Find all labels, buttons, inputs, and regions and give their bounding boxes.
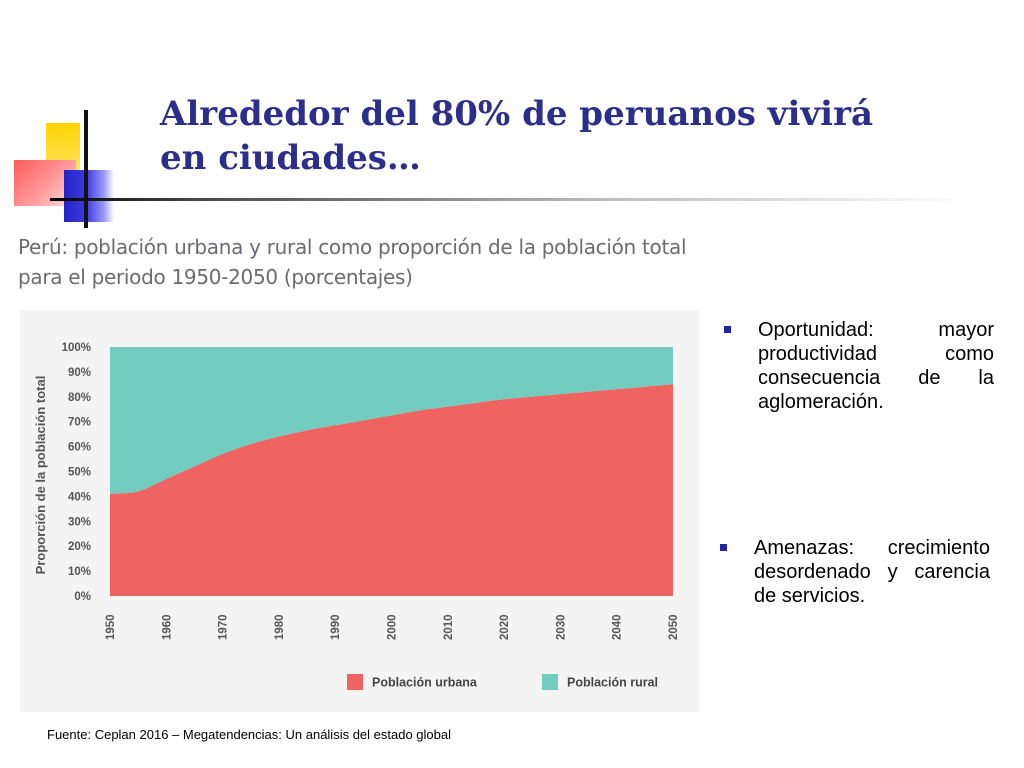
area-rural bbox=[110, 347, 673, 494]
y-tick-label: 80% bbox=[68, 392, 91, 404]
x-tick-label: 1970 bbox=[218, 614, 230, 640]
bullet-item-opportunity: Oportunidad: mayor productividad como co… bbox=[722, 318, 994, 414]
y-tick-label: 60% bbox=[68, 442, 91, 454]
bullet-text-opportunity: Oportunidad: mayor productividad como co… bbox=[758, 319, 994, 413]
chart-panel: 0% 10% 20% 30% 40% 50% 60% 70% 80% 90% 100% 1950 19… bbox=[20, 310, 699, 712]
slide-title: Alrededor del 80% de peruanos vivirá en … bbox=[160, 94, 874, 178]
y-axis-title: Proporción de la población total bbox=[33, 376, 48, 575]
bullet-marker-icon bbox=[720, 544, 727, 551]
y-tick-label: 70% bbox=[68, 417, 91, 429]
x-tick-label: 2050 bbox=[668, 614, 680, 640]
y-tick-label: 20% bbox=[68, 541, 91, 553]
bullet-item-threats: Amenazas: crecimiento desordenado y care… bbox=[718, 536, 990, 608]
x-tick-label: 1990 bbox=[330, 614, 342, 640]
bullet-text-threats: Amenazas: crecimiento desordenado y care… bbox=[754, 537, 990, 607]
x-tick-label: 1980 bbox=[274, 614, 286, 640]
decor-horizontal-line bbox=[50, 198, 970, 201]
bullet-list-threats: Amenazas: crecimiento desordenado y care… bbox=[718, 536, 990, 608]
x-tick-label: 2030 bbox=[555, 614, 567, 640]
x-tick-label: 1960 bbox=[161, 614, 173, 640]
x-tick-label: 2020 bbox=[499, 614, 511, 640]
legend-swatch bbox=[347, 674, 363, 690]
y-tick-label: 0% bbox=[74, 591, 91, 603]
y-tick-label: 30% bbox=[68, 516, 91, 528]
y-tick-label: 40% bbox=[68, 491, 91, 503]
legend-label: Población rural bbox=[567, 676, 658, 690]
decor-blue-square bbox=[64, 170, 114, 222]
x-tick-label: 2000 bbox=[387, 614, 399, 640]
decor-vertical-line bbox=[84, 110, 88, 228]
y-tick-label: 100% bbox=[62, 342, 91, 354]
chart-caption: Perú: población urbana y rural como prop… bbox=[18, 235, 687, 289]
bullet-marker-icon bbox=[724, 326, 731, 333]
legend-swatch bbox=[542, 674, 558, 690]
x-tick-label: 1950 bbox=[105, 614, 117, 640]
y-tick-label: 50% bbox=[68, 467, 91, 479]
source-note: Fuente: Ceplan 2016 – Megatendencias: Un… bbox=[47, 727, 451, 742]
stacked-area-chart: 0% 10% 20% 30% 40% 50% 60% 70% 80% 90% 100% 1950 19… bbox=[33, 342, 680, 690]
bullet-list-opportunity: Oportunidad: mayor productividad como co… bbox=[722, 318, 994, 414]
area-urban bbox=[110, 384, 673, 596]
y-tick-label: 10% bbox=[68, 566, 91, 578]
y-tick-label: 90% bbox=[68, 367, 91, 379]
legend-label: Población urbana bbox=[372, 676, 478, 690]
x-tick-label: 2010 bbox=[443, 614, 455, 640]
x-tick-label: 2040 bbox=[612, 614, 624, 640]
